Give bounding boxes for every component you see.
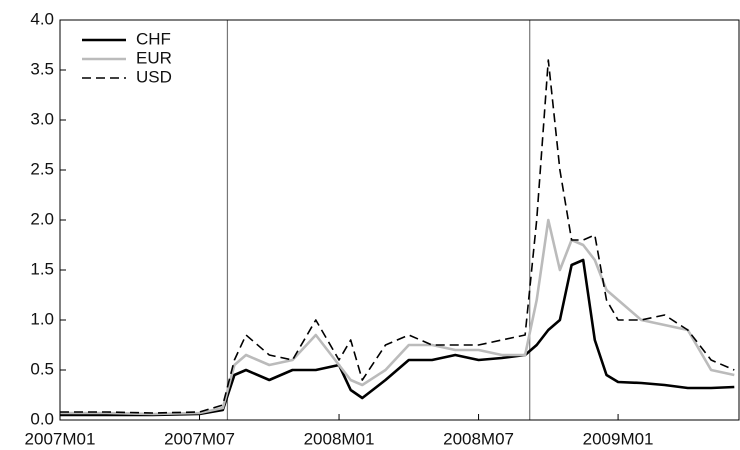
y-tick-label: 1.5 — [30, 259, 54, 278]
y-tick-label: 3.5 — [30, 59, 54, 78]
y-tick-label: 2.5 — [30, 159, 54, 178]
legend-label: CHF — [136, 29, 171, 48]
series-line — [60, 59, 735, 414]
x-tick-label: 2007M01 — [25, 429, 96, 448]
x-tick-label: 2008M07 — [443, 429, 514, 448]
y-tick-label: 3.0 — [30, 109, 54, 128]
x-tick-label: 2008M01 — [304, 429, 375, 448]
plot-frame — [59, 19, 740, 421]
legend-label: EUR — [136, 48, 172, 67]
x-tick-label: 2009M01 — [583, 429, 654, 448]
y-tick-label: 0.0 — [30, 409, 54, 428]
y-tick-label: 2.0 — [30, 209, 54, 228]
series-line — [60, 218, 735, 416]
x-tick-label: 2007M07 — [164, 429, 235, 448]
y-tick-label: 1.0 — [30, 309, 54, 328]
y-tick-label: 4.0 — [30, 9, 54, 28]
series-line — [60, 258, 735, 417]
legend-label: USD — [136, 67, 172, 86]
y-tick-label: 0.5 — [30, 359, 54, 378]
